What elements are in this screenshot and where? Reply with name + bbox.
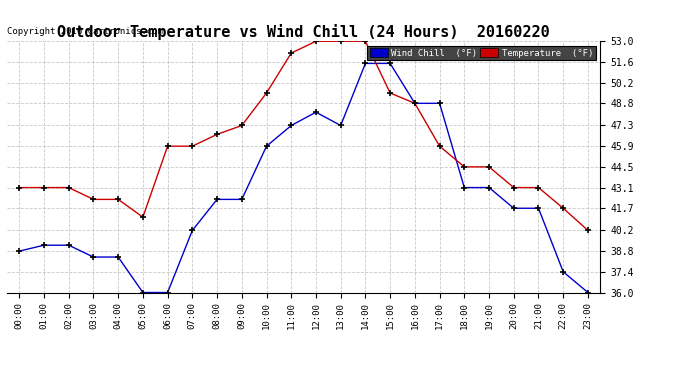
Legend: Wind Chill  (°F), Temperature  (°F): Wind Chill (°F), Temperature (°F)	[367, 46, 595, 60]
Title: Outdoor Temperature vs Wind Chill (24 Hours)  20160220: Outdoor Temperature vs Wind Chill (24 Ho…	[57, 24, 550, 40]
Text: Copyright 2016 Cartronics.com: Copyright 2016 Cartronics.com	[7, 27, 163, 36]
